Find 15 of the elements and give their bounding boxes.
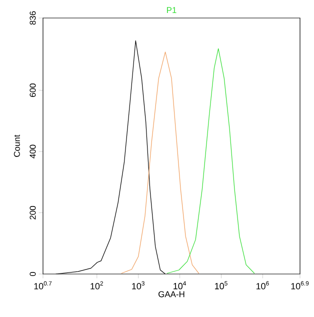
chart-title: P1 xyxy=(167,7,176,13)
y-axis-title: Count xyxy=(14,134,20,157)
y-tick-label: 200 xyxy=(30,206,36,220)
x-tick-label: 10$^{0.7}$ xyxy=(34,281,52,290)
y-tick-label: 0 xyxy=(30,272,36,276)
x-axis-title: GAA-H xyxy=(158,291,184,298)
x-tick-label: 10$^{4}$ xyxy=(174,281,186,290)
y-tick-label: 400 xyxy=(30,144,36,158)
y-tick-label: 836 xyxy=(30,11,36,25)
x-tick-label: 10$^{3}$ xyxy=(132,281,144,290)
y-tick-label: 600 xyxy=(30,84,36,97)
x-tick-label: 10$^{5}$ xyxy=(215,281,228,290)
x-tick-label: 10$^{6}$ xyxy=(256,281,269,290)
x-tick-label: 10$^{6.9}$ xyxy=(291,281,309,290)
x-tick-label: 10$^{2}$ xyxy=(90,281,103,290)
